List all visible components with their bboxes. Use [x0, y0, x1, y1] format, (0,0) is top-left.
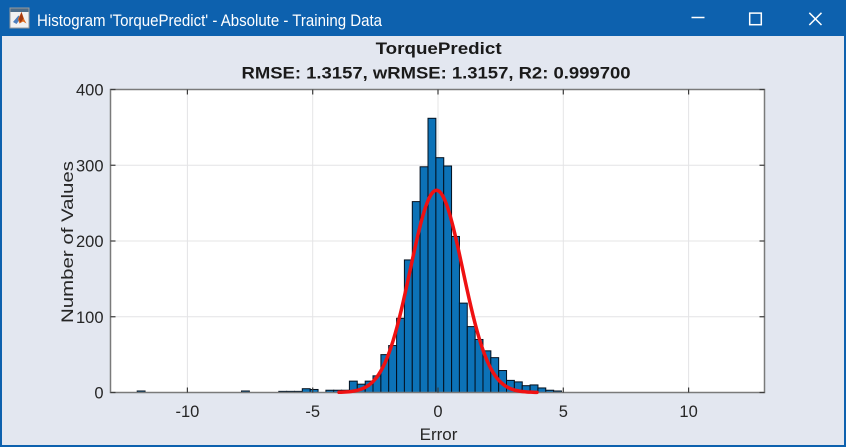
svg-text:TorquePredict: TorquePredict — [376, 40, 503, 58]
svg-text:-5: -5 — [305, 403, 320, 421]
svg-text:10: 10 — [679, 403, 697, 421]
svg-text:Number of Values: Number of Values — [59, 161, 77, 323]
svg-text:0: 0 — [433, 403, 442, 421]
svg-text:5: 5 — [559, 403, 568, 421]
svg-text:-10: -10 — [175, 403, 199, 421]
svg-text:300: 300 — [76, 157, 104, 175]
svg-text:0: 0 — [94, 385, 103, 403]
svg-text:Histogram 'TorquePredict' - Ab: Histogram 'TorquePredict' - Absolute - T… — [37, 12, 382, 30]
svg-text:Error: Error — [420, 425, 458, 444]
svg-text:RMSE: 1.3157, wRMSE: 1.3157, R: RMSE: 1.3157, wRMSE: 1.3157, R2: 0.99970… — [242, 64, 631, 82]
svg-text:400: 400 — [76, 82, 104, 100]
svg-text:100: 100 — [76, 309, 104, 327]
svg-text:200: 200 — [76, 233, 104, 251]
